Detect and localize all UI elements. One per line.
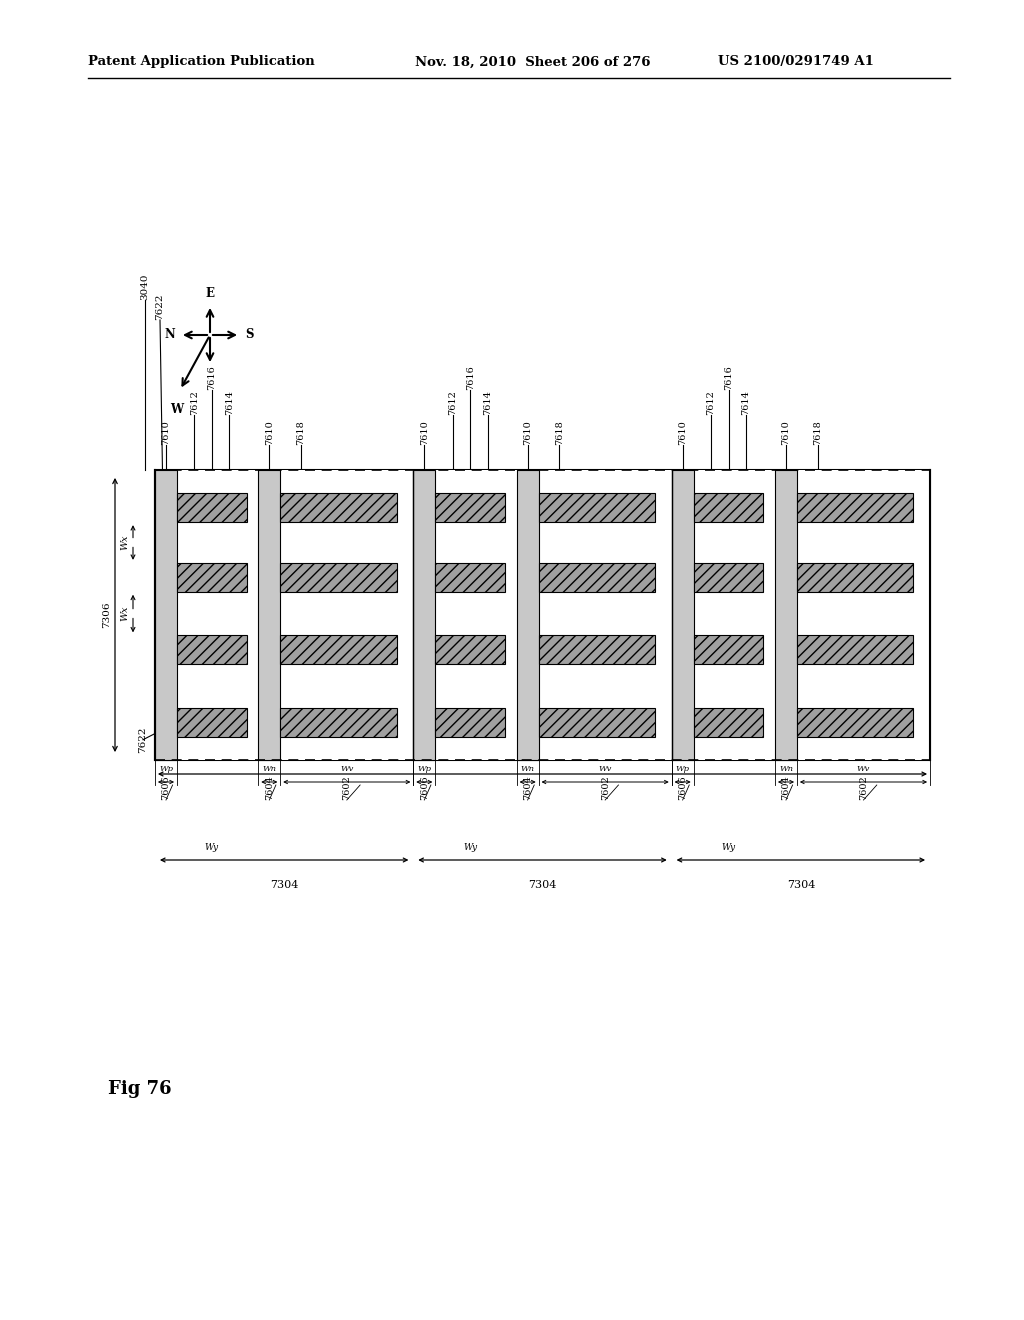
- Text: Wn: Wn: [779, 766, 793, 774]
- Bar: [672, 470, 693, 760]
- Text: Wp: Wp: [418, 766, 431, 774]
- Text: 7612: 7612: [189, 391, 199, 414]
- Text: Wp: Wp: [676, 766, 689, 774]
- Text: 7614: 7614: [741, 391, 751, 414]
- Text: Wx: Wx: [121, 606, 129, 622]
- Bar: [539, 562, 655, 591]
- Text: 7610: 7610: [420, 420, 429, 445]
- Text: 7612: 7612: [449, 391, 458, 414]
- Text: 7612: 7612: [707, 391, 716, 414]
- Bar: [155, 470, 930, 760]
- Bar: [155, 470, 930, 760]
- Bar: [693, 494, 763, 523]
- Text: 7618: 7618: [813, 420, 822, 445]
- Bar: [693, 470, 775, 760]
- Bar: [177, 562, 247, 591]
- Text: 7610: 7610: [162, 420, 170, 445]
- Text: 7606: 7606: [162, 775, 170, 800]
- Bar: [177, 470, 258, 760]
- Bar: [775, 470, 797, 760]
- Text: 7610: 7610: [523, 420, 532, 445]
- Text: Patent Application Publication: Patent Application Publication: [88, 55, 314, 69]
- Text: 7602: 7602: [342, 775, 351, 800]
- Bar: [797, 708, 913, 737]
- Text: 7602: 7602: [859, 775, 868, 800]
- Text: S: S: [245, 329, 254, 342]
- Bar: [797, 562, 913, 591]
- Text: 7616: 7616: [466, 366, 475, 389]
- Bar: [281, 494, 396, 523]
- Text: Fig 76: Fig 76: [108, 1080, 172, 1098]
- Bar: [281, 708, 396, 737]
- Bar: [435, 494, 505, 523]
- Bar: [797, 470, 930, 760]
- Text: Wp: Wp: [159, 766, 173, 774]
- Bar: [435, 635, 505, 664]
- Text: Wy: Wy: [205, 843, 219, 851]
- Text: US 2100/0291749 A1: US 2100/0291749 A1: [718, 55, 873, 69]
- Text: Wy: Wy: [463, 843, 477, 851]
- Bar: [539, 635, 655, 664]
- Text: 7614: 7614: [483, 391, 493, 414]
- Bar: [177, 635, 247, 664]
- Bar: [155, 470, 177, 760]
- Bar: [693, 562, 763, 591]
- Text: 7616: 7616: [724, 366, 733, 389]
- Bar: [797, 635, 913, 664]
- Text: 7610: 7610: [678, 420, 687, 445]
- Text: Wx: Wx: [121, 535, 129, 550]
- Bar: [797, 494, 913, 523]
- Bar: [281, 562, 396, 591]
- Text: 7604: 7604: [265, 775, 273, 800]
- Bar: [414, 470, 435, 760]
- Bar: [258, 470, 281, 760]
- Bar: [435, 562, 505, 591]
- Text: 7616: 7616: [207, 366, 216, 389]
- Text: 7622: 7622: [138, 726, 147, 752]
- Text: 7610: 7610: [265, 420, 273, 445]
- Text: 7618: 7618: [297, 420, 305, 445]
- Bar: [539, 708, 655, 737]
- Text: N: N: [164, 329, 175, 342]
- Text: Wv: Wv: [340, 766, 353, 774]
- Text: Wn: Wn: [520, 766, 535, 774]
- Bar: [177, 494, 247, 523]
- Bar: [517, 470, 539, 760]
- Text: Wv: Wv: [598, 766, 611, 774]
- Text: 7306: 7306: [102, 602, 112, 628]
- Text: 7304: 7304: [528, 880, 557, 890]
- Text: 7618: 7618: [555, 420, 564, 445]
- Text: E: E: [206, 286, 214, 300]
- Bar: [539, 470, 672, 760]
- Text: 7606: 7606: [678, 775, 687, 800]
- Text: 7622: 7622: [156, 293, 165, 319]
- Text: 7614: 7614: [225, 391, 233, 414]
- Text: W: W: [170, 403, 183, 416]
- Bar: [435, 470, 517, 760]
- Bar: [693, 708, 763, 737]
- Text: 7610: 7610: [781, 420, 791, 445]
- Text: 7606: 7606: [420, 775, 429, 800]
- Bar: [539, 494, 655, 523]
- Bar: [435, 708, 505, 737]
- Text: 7304: 7304: [786, 880, 815, 890]
- Text: 7604: 7604: [781, 775, 791, 800]
- Bar: [281, 635, 396, 664]
- Text: Wy: Wy: [722, 843, 735, 851]
- Text: Wn: Wn: [262, 766, 276, 774]
- Bar: [281, 470, 414, 760]
- Text: Wv: Wv: [857, 766, 870, 774]
- Text: Nov. 18, 2010  Sheet 206 of 276: Nov. 18, 2010 Sheet 206 of 276: [415, 55, 650, 69]
- Bar: [693, 635, 763, 664]
- Text: 7304: 7304: [270, 880, 298, 890]
- Text: 7602: 7602: [601, 775, 609, 800]
- Bar: [177, 708, 247, 737]
- Text: 3040: 3040: [140, 273, 150, 300]
- Text: 7604: 7604: [523, 775, 532, 800]
